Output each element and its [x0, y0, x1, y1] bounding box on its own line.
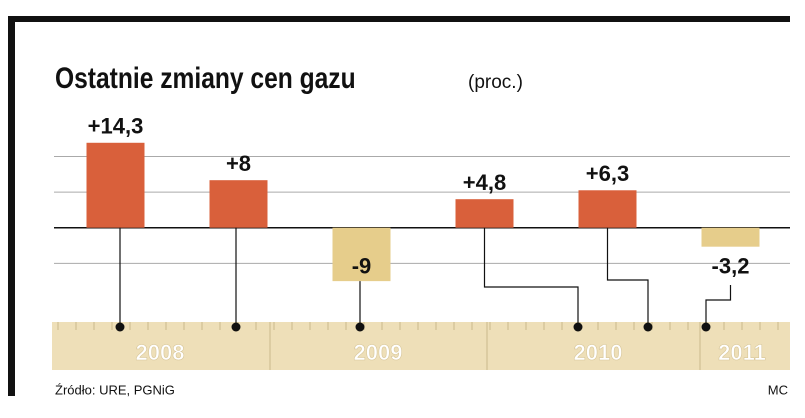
timeline-dot [643, 322, 653, 332]
bar [455, 199, 514, 228]
credit: MC [768, 382, 788, 397]
bar [701, 227, 760, 247]
timeline-dot [701, 322, 711, 332]
year-label: 2009 [354, 340, 403, 365]
year-label: 2008 [136, 340, 185, 365]
timeline-dot [115, 322, 125, 332]
connector [606, 227, 649, 327]
value-label: +6,3 [586, 161, 629, 186]
timeline-ruler [52, 322, 790, 370]
timeline-dot [355, 322, 365, 332]
bar [209, 180, 268, 228]
bar [86, 142, 145, 228]
value-label: -9 [352, 254, 372, 279]
chart-title: Ostatnie zmiany cen gazu [55, 61, 356, 95]
year-label: 2010 [574, 340, 623, 365]
year-label: 2011 [718, 340, 766, 365]
value-label: +8 [226, 151, 251, 176]
timeline-dot [231, 322, 241, 332]
value-label: -3,2 [712, 254, 750, 279]
frame-left [8, 16, 15, 396]
timeline-dot [573, 322, 583, 332]
connector [483, 227, 579, 327]
bar [332, 227, 391, 282]
connector [705, 285, 732, 327]
frame-top [8, 16, 790, 22]
value-label: +14,3 [88, 114, 144, 139]
bar [578, 190, 637, 228]
value-label: +4,8 [463, 170, 506, 195]
chart-subtitle: (proc.) [468, 72, 523, 93]
source: Źródło: URE, PGNiG [55, 382, 175, 397]
